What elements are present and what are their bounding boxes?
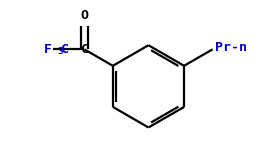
Text: Pr-n: Pr-n: [214, 41, 247, 55]
Text: 3: 3: [58, 47, 64, 56]
Text: C: C: [81, 43, 89, 56]
Text: O: O: [80, 9, 88, 22]
Text: F: F: [44, 43, 52, 56]
Text: C: C: [61, 43, 70, 56]
